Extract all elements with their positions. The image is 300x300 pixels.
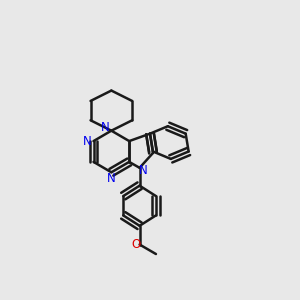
Text: N: N	[139, 164, 148, 177]
Text: N: N	[100, 121, 109, 134]
Text: N: N	[82, 135, 91, 148]
Text: N: N	[107, 172, 116, 185]
Text: O: O	[131, 238, 141, 251]
